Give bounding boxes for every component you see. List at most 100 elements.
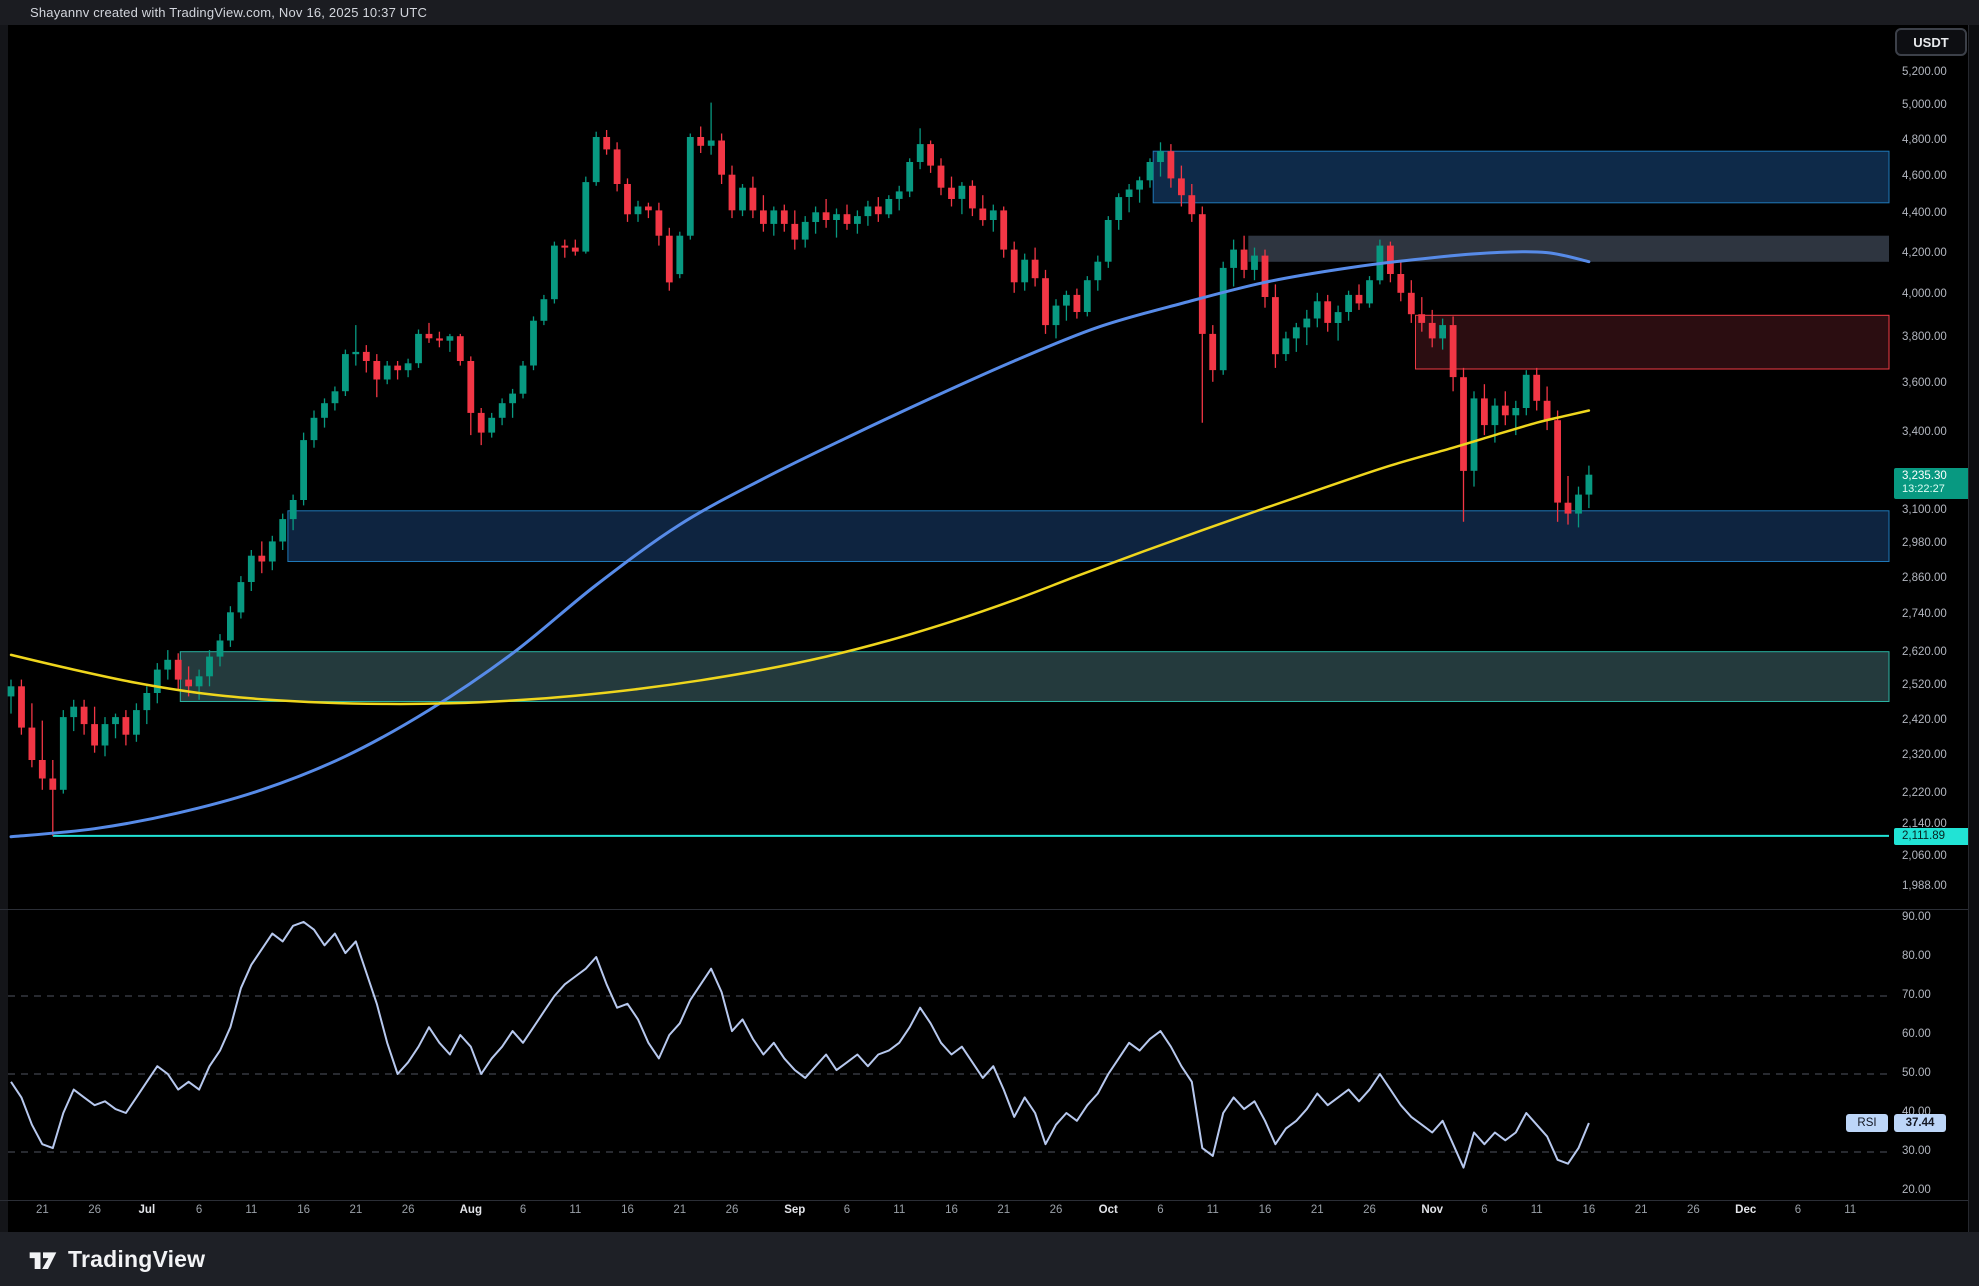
pane-separator[interactable] bbox=[0, 909, 1968, 910]
candle-body bbox=[59, 717, 67, 790]
currency-button[interactable]: USDT bbox=[1895, 28, 1967, 56]
last-price: 3,235.30 bbox=[1902, 470, 1947, 482]
price-tick: 2,320.00 bbox=[1902, 749, 1947, 762]
candle-body bbox=[780, 210, 788, 224]
candle-body bbox=[718, 140, 725, 175]
price-tick: 5,000.00 bbox=[1902, 98, 1947, 111]
candle-body bbox=[1460, 377, 1467, 471]
time-label-month: Jul bbox=[138, 1204, 156, 1216]
time-label-day: 21 bbox=[349, 1204, 363, 1216]
candle-body bbox=[279, 519, 287, 542]
tradingview-brand[interactable]: TradingView bbox=[68, 1245, 206, 1272]
candle-body bbox=[509, 393, 516, 404]
right-scrollbar[interactable] bbox=[1968, 25, 1979, 1232]
candle-body bbox=[1366, 280, 1373, 304]
candle-body bbox=[1000, 210, 1008, 250]
candle-body bbox=[1083, 280, 1091, 312]
candle-body bbox=[697, 137, 705, 146]
candle-body bbox=[206, 656, 213, 677]
time-label-day: 16 bbox=[1582, 1204, 1596, 1216]
candle-body bbox=[1209, 333, 1217, 371]
candle-body bbox=[1042, 278, 1049, 326]
zone-demand-2550 bbox=[179, 651, 1890, 703]
candle-body bbox=[1355, 294, 1363, 304]
candle-body bbox=[728, 174, 736, 211]
candle-body bbox=[112, 717, 119, 725]
candle-body bbox=[383, 365, 391, 380]
candle-body bbox=[969, 185, 976, 209]
time-label-day: 16 bbox=[1258, 1204, 1272, 1216]
candle-body bbox=[331, 391, 339, 404]
price-tick: 2,520.00 bbox=[1902, 679, 1947, 692]
candle-body bbox=[216, 640, 224, 657]
candle-body bbox=[1157, 151, 1164, 162]
candle-body bbox=[1407, 292, 1415, 315]
rsi-value-chip: 37.44 bbox=[1894, 1114, 1946, 1132]
candle-body bbox=[247, 555, 255, 582]
price-tick: 3,600.00 bbox=[1902, 377, 1947, 390]
candle-body bbox=[1136, 180, 1143, 190]
candle-body bbox=[1522, 374, 1530, 408]
rsi-tick: 90.00 bbox=[1902, 911, 1931, 923]
candle-body bbox=[812, 212, 820, 222]
candle-body bbox=[133, 710, 140, 735]
tradingview-logo-icon[interactable] bbox=[28, 1246, 58, 1272]
candle-body bbox=[477, 412, 485, 433]
candle-body bbox=[70, 706, 78, 718]
candle-body bbox=[446, 336, 454, 341]
support-price-badge: 2,111.89 bbox=[1894, 828, 1970, 845]
rsi-tick: 80.00 bbox=[1902, 950, 1931, 962]
candle-body bbox=[958, 185, 966, 199]
candle-body bbox=[1533, 374, 1541, 401]
candle-body bbox=[676, 235, 684, 275]
candle-body bbox=[833, 214, 840, 220]
candle-body bbox=[770, 210, 778, 224]
candle-body bbox=[686, 137, 694, 236]
candle-body bbox=[791, 223, 799, 240]
candle-body bbox=[1240, 249, 1248, 270]
candle-body bbox=[1501, 405, 1509, 416]
time-label-day: 21 bbox=[35, 1204, 49, 1216]
candle-body bbox=[571, 247, 579, 252]
candle-body bbox=[122, 717, 130, 735]
candle-body bbox=[540, 299, 548, 321]
candle-body bbox=[1491, 405, 1499, 426]
time-label-month: Oct bbox=[1098, 1204, 1118, 1216]
candle-body bbox=[1063, 294, 1070, 306]
candle-body bbox=[519, 365, 527, 394]
candle-body bbox=[195, 676, 203, 687]
rsi-line bbox=[10, 920, 1590, 1169]
candle-body bbox=[258, 555, 266, 562]
time-label-day: 16 bbox=[621, 1204, 634, 1216]
price-tick: 2,060.00 bbox=[1902, 849, 1947, 862]
time-label-day: 16 bbox=[297, 1204, 310, 1216]
candle-body bbox=[268, 541, 276, 562]
price-tick: 2,860.00 bbox=[1902, 572, 1947, 585]
candle-body bbox=[1125, 189, 1133, 197]
time-label-day: 11 bbox=[1206, 1204, 1219, 1216]
candle-body bbox=[989, 210, 997, 220]
candle-body bbox=[1470, 398, 1478, 471]
rsi-tick: 20.00 bbox=[1902, 1184, 1931, 1196]
candle-body bbox=[1575, 494, 1582, 514]
time-label-day: 6 bbox=[195, 1204, 203, 1216]
candle-body bbox=[1387, 245, 1394, 274]
price-tick: 2,620.00 bbox=[1902, 646, 1947, 659]
candle-body bbox=[645, 206, 652, 211]
time-label-day: 26 bbox=[1049, 1204, 1063, 1216]
time-axis[interactable] bbox=[0, 1200, 1968, 1233]
candle-body bbox=[624, 184, 631, 215]
candle-body bbox=[394, 365, 402, 371]
candle-body bbox=[289, 500, 297, 520]
candle-body bbox=[300, 440, 307, 500]
rsi-tick: 50.00 bbox=[1902, 1067, 1931, 1079]
candle-body bbox=[948, 187, 955, 199]
rsi-tick: 60.00 bbox=[1902, 1028, 1931, 1040]
candle-body bbox=[7, 686, 15, 697]
candle-body bbox=[488, 417, 496, 433]
candle-body bbox=[101, 724, 109, 746]
time-label-month: Sep bbox=[784, 1204, 806, 1216]
candle-body bbox=[456, 336, 464, 361]
candle-body bbox=[916, 144, 924, 162]
